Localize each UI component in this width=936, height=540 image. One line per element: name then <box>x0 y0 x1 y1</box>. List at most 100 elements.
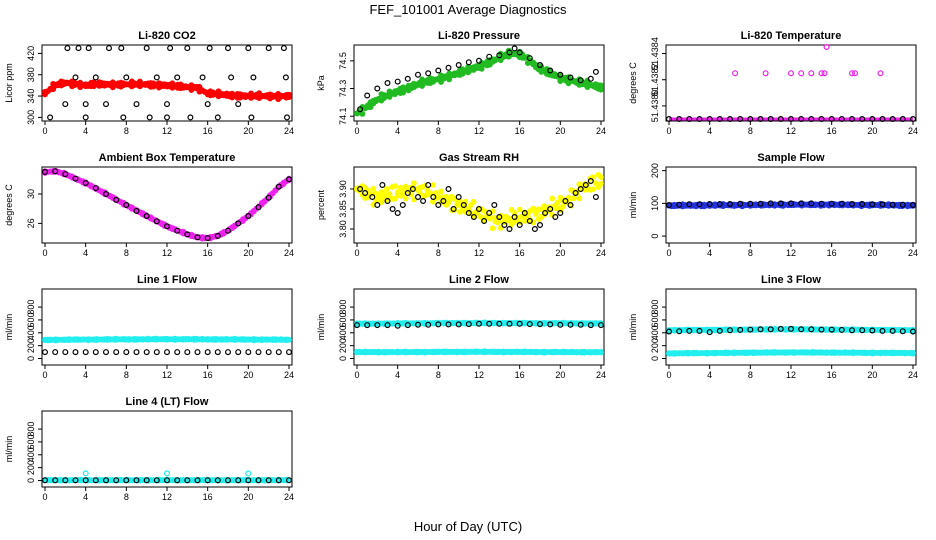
data-point <box>747 115 754 122</box>
data-point <box>732 70 739 77</box>
data-point <box>516 222 523 229</box>
data-point <box>454 202 461 208</box>
data-point <box>501 222 508 229</box>
y-tick-label: 0 <box>650 356 660 361</box>
data-point <box>384 322 391 329</box>
data-point <box>265 349 272 356</box>
data-point <box>598 180 604 187</box>
chart-title: Sample Flow <box>757 152 825 164</box>
data-point <box>245 213 252 220</box>
data-point <box>415 321 422 328</box>
data-point <box>394 322 401 329</box>
series-line-averages <box>42 167 292 242</box>
data-point <box>435 67 442 74</box>
data-point <box>716 115 723 122</box>
x-tick-label: 4 <box>707 370 712 380</box>
x-tick-label: 12 <box>162 248 172 258</box>
data-point <box>410 180 417 186</box>
data-point <box>370 185 377 192</box>
data-point <box>204 349 211 356</box>
data-point <box>486 53 493 60</box>
chart-title: Li-820 CO2 <box>138 30 195 42</box>
y-axis-label: percent <box>316 189 326 220</box>
x-tick-label: 24 <box>908 248 918 258</box>
data-point <box>394 78 401 85</box>
data-point <box>818 70 825 77</box>
data-point <box>478 65 485 72</box>
x-tick-label: 16 <box>203 370 213 380</box>
data-point <box>248 114 255 121</box>
data-point <box>82 114 89 121</box>
x-tick-label: 4 <box>83 126 88 136</box>
chart-title: Line 2 Flow <box>449 274 509 286</box>
data-point <box>491 202 498 209</box>
data-point <box>910 349 916 356</box>
data-point <box>536 321 543 328</box>
data-point <box>82 180 89 187</box>
data-point <box>777 115 784 122</box>
data-point <box>590 186 596 193</box>
y-axis-label: Licor ppm <box>4 63 14 103</box>
data-point <box>194 234 201 241</box>
data-point <box>435 202 442 209</box>
data-point <box>164 223 171 230</box>
data-point <box>869 115 876 122</box>
data-point <box>187 114 194 121</box>
data-point <box>496 320 503 327</box>
data-point <box>386 191 393 197</box>
series-line-averages-low <box>354 348 604 356</box>
data-point <box>92 74 99 81</box>
data-point <box>577 321 584 328</box>
data-point <box>909 202 916 209</box>
data-point <box>726 115 733 122</box>
y-tick-label: 400 <box>26 325 36 340</box>
data-point <box>531 226 538 233</box>
data-point <box>808 200 815 207</box>
x-tick-label: 8 <box>436 370 441 380</box>
data-point <box>848 115 855 122</box>
data-point <box>899 201 906 208</box>
x-tick-label: 8 <box>436 126 441 136</box>
series-sample-points <box>41 168 293 242</box>
data-point <box>392 195 398 202</box>
data-point <box>757 200 764 207</box>
x-tick-label: 16 <box>827 248 837 258</box>
y-tick-label: 0 <box>26 478 36 483</box>
data-point <box>665 202 672 209</box>
y-tick-label: 3.80 <box>338 220 348 238</box>
data-point <box>767 200 774 207</box>
data-point <box>133 207 140 214</box>
data-point <box>364 322 371 329</box>
y-tick-label: 200 <box>26 338 36 353</box>
data-point <box>85 45 92 52</box>
data-point <box>828 326 835 333</box>
data-point <box>597 322 604 329</box>
chart-panel-p5: Gas Stream RH percent 0 4 8 12 16 20 24 3.80 3.85 3… <box>316 152 606 258</box>
data-point <box>536 222 543 229</box>
data-point <box>445 321 452 328</box>
data-point <box>598 82 604 89</box>
x-tick-label: 24 <box>284 492 294 502</box>
chart-title: Line 3 Flow <box>761 274 821 286</box>
data-point <box>706 329 713 336</box>
data-point <box>465 59 472 66</box>
data-point <box>113 196 120 203</box>
data-point <box>359 111 366 117</box>
data-point <box>737 200 744 207</box>
data-point <box>282 74 289 81</box>
data-point <box>848 327 855 334</box>
data-point <box>164 470 171 477</box>
data-point <box>225 45 232 52</box>
data-point <box>747 200 754 207</box>
data-point <box>75 45 82 52</box>
data-point <box>762 70 769 77</box>
chart-panel-p6: Sample Flow ml/min 0 4 8 12 16 20 24 0 100 200 <box>628 152 918 258</box>
data-point <box>818 200 825 207</box>
chart-panel-p2: Li-820 Pressure kPa 0 4 8 12 16 20 24 74.1 74.3 74.… <box>316 30 606 136</box>
data-point <box>445 64 452 71</box>
data-point <box>143 45 150 52</box>
x-tick-label: 0 <box>666 370 671 380</box>
x-tick-label: 24 <box>284 248 294 258</box>
